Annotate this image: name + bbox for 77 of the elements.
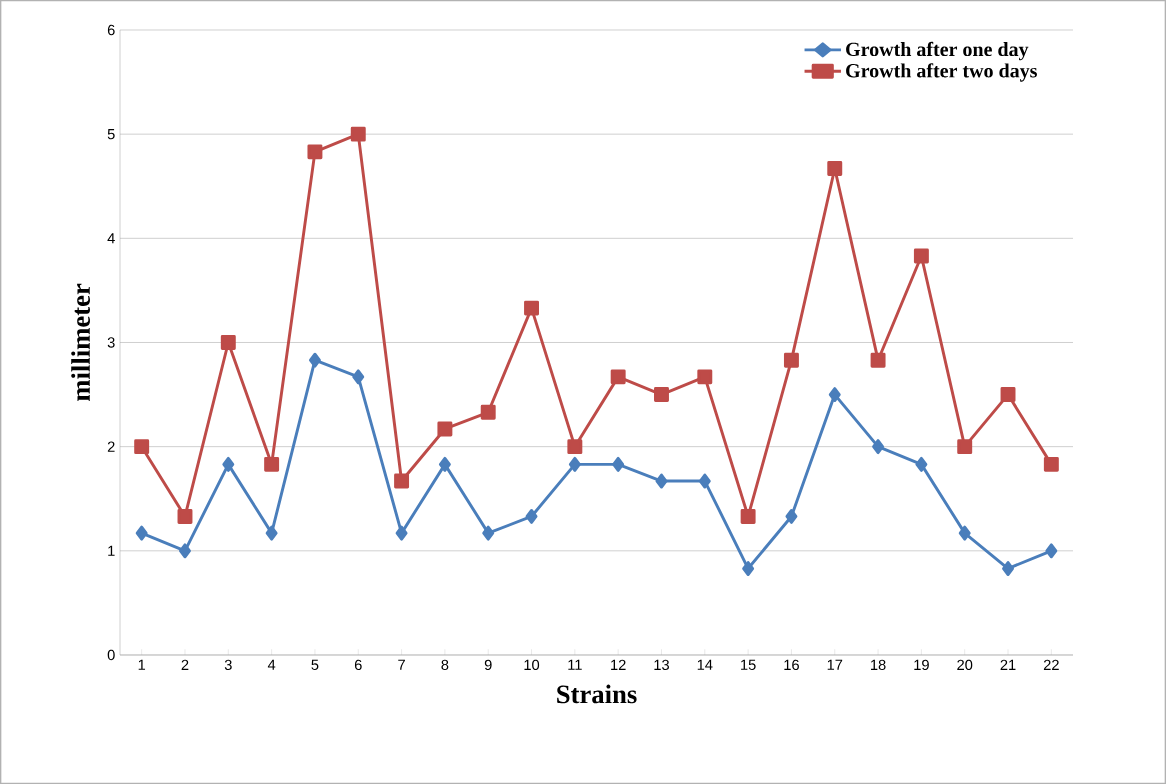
x-tick-label: 19	[914, 659, 929, 671]
point	[134, 439, 150, 455]
y-tick-label: 0	[107, 649, 115, 661]
point	[222, 456, 235, 472]
point	[1002, 561, 1014, 576]
x-tick-label: 10	[524, 659, 540, 671]
x-tick-label: 17	[827, 659, 843, 670]
point	[568, 456, 581, 472]
y-tick-label: 3	[107, 337, 115, 348]
legend-label: Growth after two days	[846, 63, 1037, 82]
point	[1045, 543, 1058, 559]
x-tick-label: 18	[871, 659, 886, 671]
point	[567, 439, 583, 455]
x-tick-label: 21	[1000, 659, 1016, 670]
point	[135, 525, 148, 541]
point	[264, 456, 280, 472]
x-tick-label: 13	[654, 659, 669, 671]
point	[654, 387, 669, 403]
y-tick-label: 5	[107, 129, 115, 140]
y-axis-title: millimeter	[71, 283, 90, 401]
point	[307, 144, 323, 160]
x-tick-label: 22	[1043, 659, 1059, 670]
point	[913, 248, 929, 264]
point	[480, 404, 496, 420]
point	[612, 456, 625, 472]
point	[655, 473, 668, 489]
point	[610, 369, 626, 385]
point	[872, 439, 885, 455]
point	[265, 525, 278, 541]
point	[350, 126, 366, 142]
point	[308, 352, 321, 368]
x-tick-label: 7	[398, 659, 405, 670]
x-tick-label: 20	[957, 659, 973, 671]
point	[742, 561, 755, 576]
point	[1000, 387, 1016, 403]
point	[437, 421, 453, 437]
point	[958, 525, 971, 541]
point	[740, 508, 756, 524]
y-tick-label: 1	[108, 545, 115, 556]
point	[524, 300, 539, 316]
x-tick-label: 16	[784, 659, 799, 671]
x-tick-label: 14	[697, 659, 713, 670]
x-tick-label: 5	[311, 659, 319, 670]
point	[870, 352, 886, 368]
point	[1043, 456, 1059, 472]
point	[220, 335, 236, 350]
y-tick-label: 2	[107, 441, 115, 452]
point	[697, 369, 713, 385]
x-tick-label: 15	[741, 659, 756, 670]
point	[482, 525, 495, 541]
y-tick-label: 6	[107, 24, 115, 36]
x-axis-title: Strains	[557, 684, 637, 704]
point	[957, 439, 973, 455]
x-tick-label: 8	[441, 659, 449, 671]
x-tick-label: 1	[138, 659, 146, 670]
point	[698, 473, 711, 489]
point	[828, 387, 841, 403]
point	[783, 352, 799, 368]
point	[915, 456, 928, 472]
x-tick-label: 12	[611, 659, 626, 670]
x-tick-label: 4	[267, 659, 276, 670]
x-tick-label: 2	[181, 659, 189, 670]
point	[177, 508, 193, 524]
point	[352, 369, 365, 385]
y-tick-label: 4	[107, 233, 115, 244]
point	[438, 456, 451, 472]
x-tick-label: 6	[354, 659, 362, 671]
x-tick-label: 9	[484, 659, 492, 671]
x-tick-label: 11	[568, 659, 582, 670]
point	[785, 508, 798, 524]
point	[394, 473, 410, 489]
point	[827, 161, 843, 176]
x-tick-label: 3	[224, 659, 232, 671]
point	[525, 508, 538, 524]
point	[395, 525, 408, 541]
point	[179, 543, 191, 559]
legend-label: Growth after one day	[846, 41, 1029, 61]
